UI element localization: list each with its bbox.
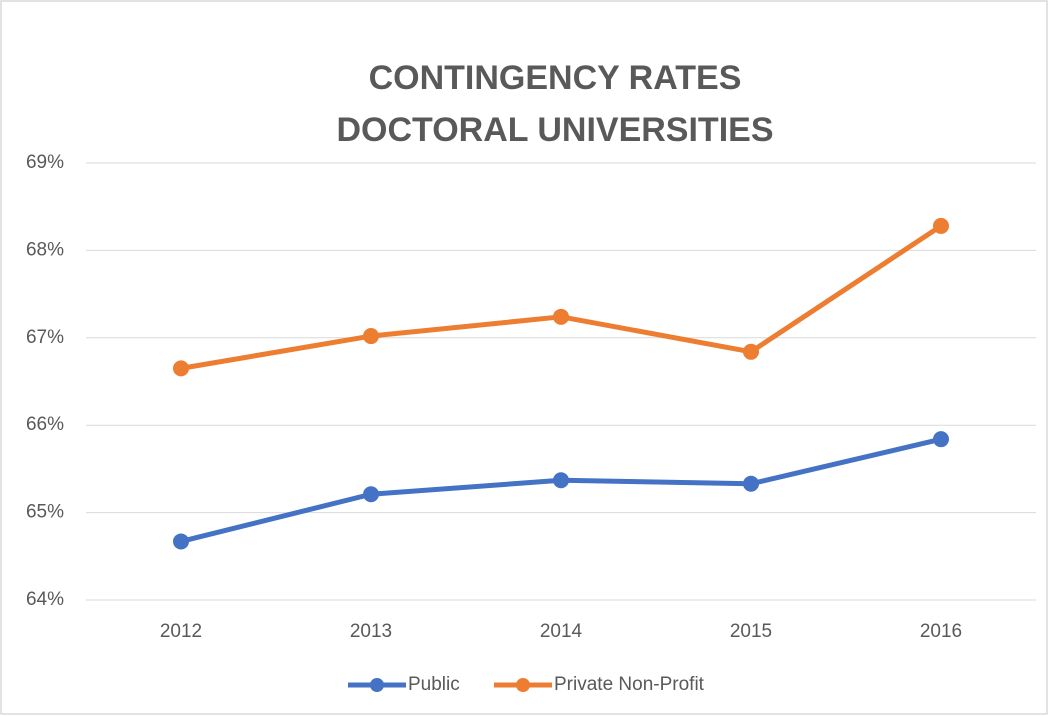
chart-title: CONTINGENCY RATES: [369, 59, 742, 97]
point: [743, 475, 759, 492]
point: [363, 486, 379, 503]
y-tick-label: 69%: [26, 152, 64, 173]
x-tick-label: 2016: [920, 621, 962, 642]
x-tick-label: 2013: [350, 621, 392, 642]
y-tick-label: 68%: [26, 239, 64, 260]
point: [743, 343, 759, 360]
legend-marker: [370, 678, 384, 692]
y-tick-label: 66%: [26, 414, 64, 435]
legend-marker: [516, 678, 530, 692]
point: [173, 533, 189, 550]
x-tick-label: 2014: [540, 621, 583, 642]
point: [363, 328, 379, 345]
y-tick-label: 65%: [26, 502, 64, 523]
x-tick-label: 2012: [160, 621, 202, 642]
point: [933, 431, 949, 448]
point: [553, 308, 569, 325]
y-tick-label: 64%: [26, 589, 64, 610]
legend-label: Public: [408, 674, 460, 695]
legend-label: Private Non-Profit: [554, 674, 705, 695]
point: [173, 360, 189, 377]
y-tick-label: 67%: [26, 327, 64, 348]
point: [933, 217, 949, 234]
chart-subtitle: DOCTORAL UNIVERSITIES: [336, 111, 773, 149]
point: [553, 472, 569, 489]
x-tick-label: 2015: [730, 621, 772, 642]
